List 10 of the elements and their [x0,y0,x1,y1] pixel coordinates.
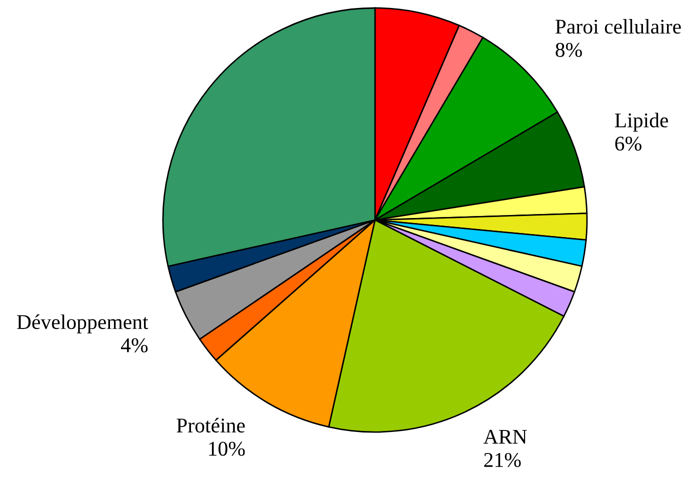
slice-label: ARN [484,430,527,444]
data-label: 10% [209,442,245,456]
slice-label: Paroi cellulaire [555,19,681,34]
slice-label: Protéine [176,418,245,433]
data-label: 6% [615,136,642,151]
slice-label: Lipide [614,112,668,132]
data-label: 8% [556,42,582,58]
data-label: 4% [120,338,148,352]
slice-label: Développement [17,314,148,334]
data-label: 21% [484,452,521,468]
